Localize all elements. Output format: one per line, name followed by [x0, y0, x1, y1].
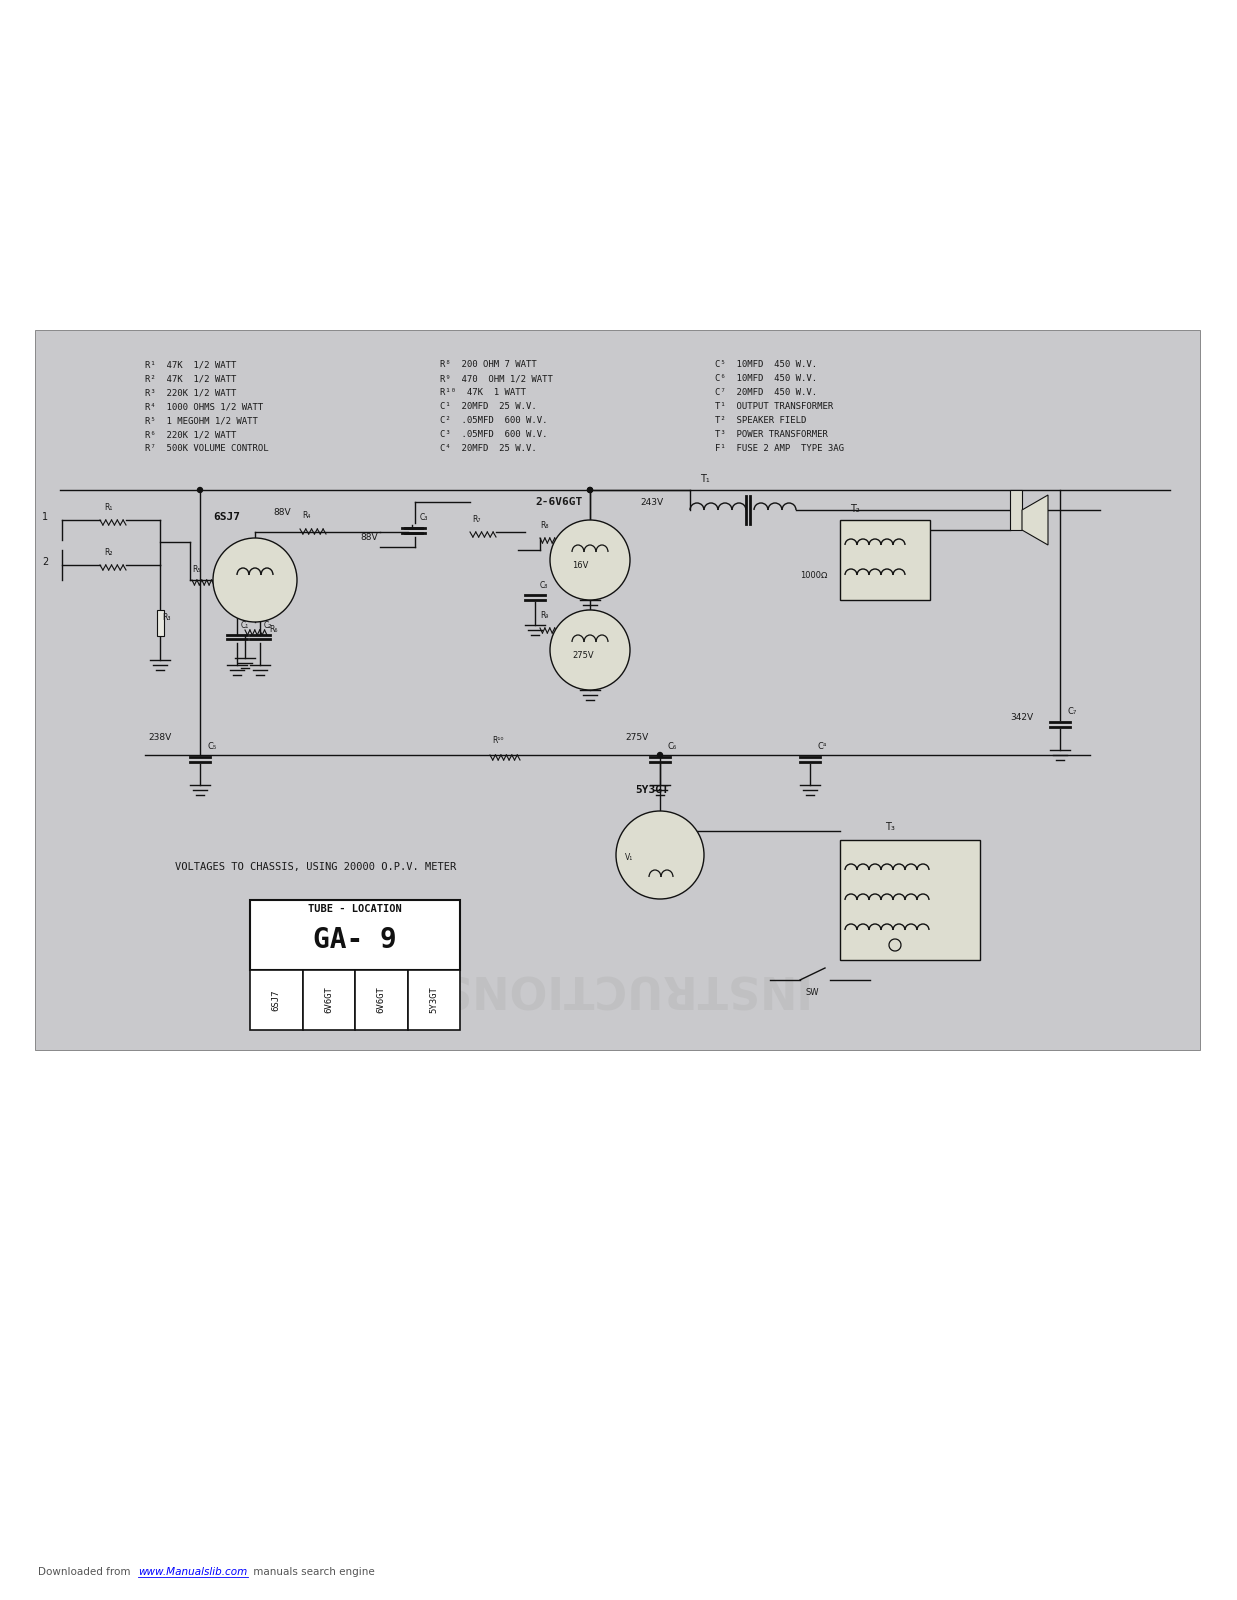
- Text: R₃: R₃: [162, 613, 171, 622]
- Text: 6SJ7: 6SJ7: [272, 989, 281, 1011]
- Bar: [303, 970, 355, 1030]
- Text: R⁷  500K VOLUME CONTROL: R⁷ 500K VOLUME CONTROL: [145, 443, 268, 453]
- Text: R²  47K  1/2 WATT: R² 47K 1/2 WATT: [145, 374, 236, 382]
- Text: C³  .05MFD  600 W.V.: C³ .05MFD 600 W.V.: [440, 430, 548, 438]
- Text: R₂: R₂: [104, 547, 113, 557]
- Text: 1000Ω: 1000Ω: [800, 571, 828, 579]
- Text: T₁: T₁: [700, 474, 710, 483]
- Text: R⁶  220K 1/2 WATT: R⁶ 220K 1/2 WATT: [145, 430, 236, 438]
- Text: 88V: 88V: [360, 533, 377, 542]
- Text: 342V: 342V: [1009, 714, 1033, 722]
- Text: C₆: C₆: [667, 742, 677, 750]
- Text: 5Y3GT: 5Y3GT: [429, 987, 438, 1013]
- Text: C⁴  20MFD  25 W.V.: C⁴ 20MFD 25 W.V.: [440, 443, 537, 453]
- Circle shape: [658, 752, 663, 757]
- Text: 88V: 88V: [273, 509, 291, 517]
- Bar: [840, 520, 930, 600]
- Text: 2: 2: [42, 557, 48, 566]
- Text: SW: SW: [805, 987, 819, 997]
- Text: C₂: C₂: [263, 621, 272, 630]
- Bar: [157, 610, 163, 635]
- Text: F¹  FUSE 2 AMP  TYPE 3AG: F¹ FUSE 2 AMP TYPE 3AG: [715, 443, 844, 453]
- Text: C₇: C₇: [1068, 707, 1076, 717]
- Bar: [250, 970, 303, 1030]
- Text: R⁴  1000 OHMS 1/2 WATT: R⁴ 1000 OHMS 1/2 WATT: [145, 402, 263, 411]
- Text: manuals search engine: manuals search engine: [250, 1566, 375, 1578]
- Text: 1: 1: [42, 512, 48, 522]
- Text: R₉: R₉: [541, 611, 548, 619]
- Text: 238V: 238V: [148, 733, 171, 742]
- Text: C⁶  10MFD  450 W.V.: C⁶ 10MFD 450 W.V.: [715, 374, 818, 382]
- Text: T²  SPEAKER FIELD: T² SPEAKER FIELD: [715, 416, 807, 426]
- Text: R³  220K 1/2 WATT: R³ 220K 1/2 WATT: [145, 387, 236, 397]
- Text: C₃: C₃: [421, 514, 428, 522]
- Bar: [355, 970, 407, 1030]
- Text: R¹⁰: R¹⁰: [492, 736, 503, 746]
- Text: T³  POWER TRANSFORMER: T³ POWER TRANSFORMER: [715, 430, 828, 438]
- Bar: [840, 840, 980, 960]
- Text: T₂: T₂: [850, 504, 860, 514]
- Circle shape: [616, 811, 704, 899]
- Text: Downloaded from: Downloaded from: [38, 1566, 134, 1578]
- Text: R₁: R₁: [104, 502, 113, 512]
- Text: 275V: 275V: [571, 651, 594, 659]
- Text: www.Manualslib.com: www.Manualslib.com: [139, 1566, 247, 1578]
- Text: 5Y3GT: 5Y3GT: [635, 786, 669, 795]
- Text: T¹  OUTPUT TRANSFORMER: T¹ OUTPUT TRANSFORMER: [715, 402, 834, 411]
- Text: 243V: 243V: [640, 498, 663, 507]
- Text: C²  .05MFD  600 W.V.: C² .05MFD 600 W.V.: [440, 416, 548, 426]
- Bar: [35, 330, 1200, 1050]
- Text: 16V: 16V: [571, 562, 589, 570]
- Text: V₁: V₁: [625, 853, 633, 862]
- Text: R¹⁰  47K  1 WATT: R¹⁰ 47K 1 WATT: [440, 387, 526, 397]
- Text: 6V6GT: 6V6GT: [377, 987, 386, 1013]
- Text: R₈: R₈: [541, 522, 548, 530]
- Text: C₈: C₈: [541, 581, 548, 590]
- Circle shape: [213, 538, 297, 622]
- Text: C¹  20MFD  25 W.V.: C¹ 20MFD 25 W.V.: [440, 402, 537, 411]
- Text: TUBE - LOCATION: TUBE - LOCATION: [308, 904, 402, 914]
- Text: C₅: C₅: [207, 742, 216, 750]
- Text: 6V6GT: 6V6GT: [324, 987, 333, 1013]
- Text: R₆: R₆: [268, 626, 277, 634]
- Text: GA- 9: GA- 9: [313, 926, 397, 954]
- Text: R⁹  470  OHM 1/2 WATT: R⁹ 470 OHM 1/2 WATT: [440, 374, 553, 382]
- Text: T₃: T₃: [884, 822, 894, 832]
- Circle shape: [550, 610, 630, 690]
- Bar: [250, 899, 460, 970]
- Text: 2-6V6GT: 2-6V6GT: [534, 498, 583, 507]
- Text: R⁸  200 OHM 7 WATT: R⁸ 200 OHM 7 WATT: [440, 360, 537, 370]
- Text: R₄: R₄: [302, 510, 310, 520]
- Text: R⁵  1 MEGOHM 1/2 WATT: R⁵ 1 MEGOHM 1/2 WATT: [145, 416, 257, 426]
- Bar: [407, 970, 460, 1030]
- Text: C⁷  20MFD  450 W.V.: C⁷ 20MFD 450 W.V.: [715, 387, 818, 397]
- Text: R₅: R₅: [192, 565, 200, 574]
- Bar: [1009, 490, 1022, 530]
- Text: C⁵  10MFD  450 W.V.: C⁵ 10MFD 450 W.V.: [715, 360, 818, 370]
- Text: R₇: R₇: [473, 515, 480, 525]
- Text: C₁: C₁: [241, 621, 249, 630]
- Circle shape: [588, 488, 593, 493]
- Text: C⁴: C⁴: [816, 742, 826, 750]
- Text: VOLTAGES TO CHASSIS, USING 20000 O.P.V. METER: VOLTAGES TO CHASSIS, USING 20000 O.P.V. …: [174, 862, 456, 872]
- Circle shape: [588, 488, 593, 493]
- Circle shape: [550, 520, 630, 600]
- Circle shape: [198, 488, 203, 493]
- Polygon shape: [1022, 494, 1048, 546]
- Text: R¹  47K  1/2 WATT: R¹ 47K 1/2 WATT: [145, 360, 236, 370]
- Text: INSTRUCTIONS: INSTRUCTIONS: [430, 966, 805, 1010]
- Text: 6SJ7: 6SJ7: [213, 512, 240, 522]
- Text: 275V: 275V: [625, 733, 648, 742]
